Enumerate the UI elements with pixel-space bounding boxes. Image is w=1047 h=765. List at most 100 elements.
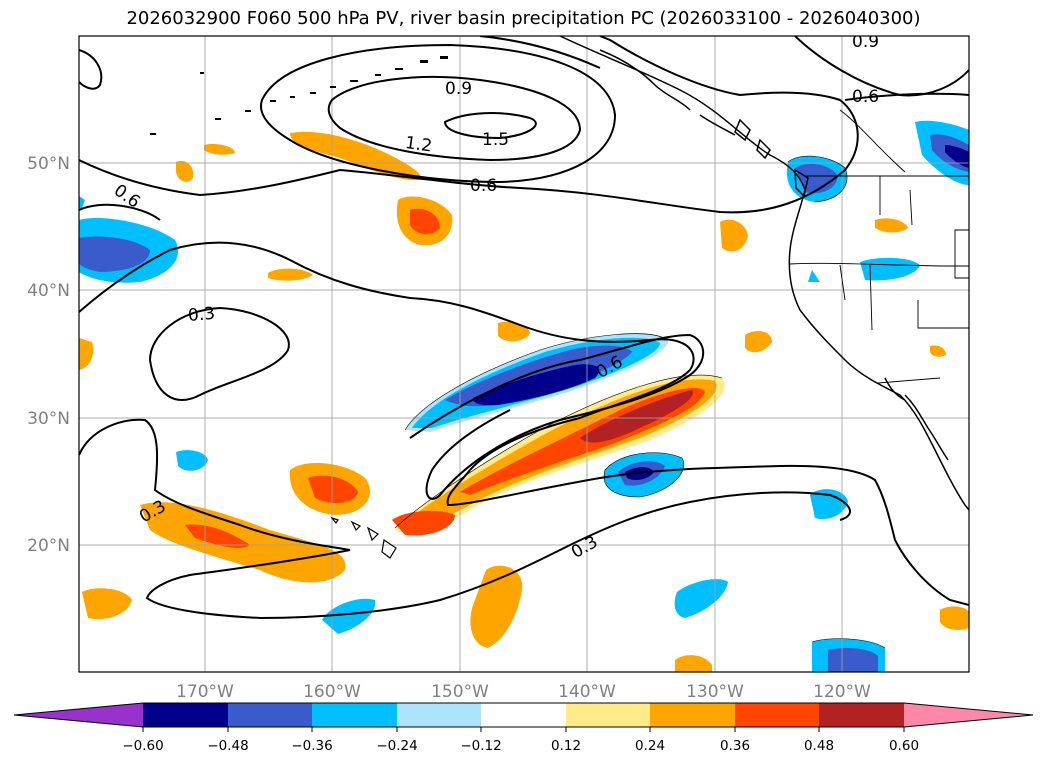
lon-label: 130°W	[686, 682, 744, 702]
positive-blob-west-band-core	[185, 524, 250, 548]
political-borders	[789, 109, 969, 384]
negative-blob-small-b	[808, 270, 820, 282]
negative-band-main-core	[472, 364, 600, 406]
negative-blob-south-west	[322, 598, 376, 634]
positive-blob-small-d	[268, 268, 313, 281]
colorbar-ticks	[142, 727, 905, 732]
pv-contour-0-3-south	[79, 418, 851, 620]
colorbar-tick-label: 0.12	[551, 738, 581, 754]
colorbar-segment	[312, 703, 397, 727]
pv-contour-0-6-west-b	[79, 203, 161, 221]
positive-anomaly-areas	[79, 131, 969, 672]
contour-label: 1.2	[404, 133, 434, 157]
colorbar-segment	[819, 703, 904, 727]
positive-band-main-core	[580, 390, 693, 443]
positive-blob-far-west	[82, 588, 132, 620]
colorbar-segment	[143, 703, 228, 727]
hawaiian-islands	[330, 516, 397, 559]
positive-blob-small-g	[875, 218, 908, 233]
colorbar: −0.60 −0.48 −0.36 −0.24 −0.12 0.12 0.24 …	[13, 702, 1034, 754]
lon-label: 140°W	[558, 682, 616, 702]
baja-peninsula	[884, 377, 949, 461]
pv-contours	[79, 36, 969, 620]
positive-blob-northwest-core	[410, 208, 440, 235]
pv-contour-0-6-filament	[409, 333, 705, 500]
negative-blob-west-small	[79, 196, 85, 208]
contour-label: 1.5	[482, 130, 509, 150]
colorbar-tick-label: 0.24	[635, 738, 665, 754]
pv-contour-1-2	[327, 75, 582, 162]
map-area	[79, 36, 969, 672]
negative-blob-northeast-inner	[945, 145, 969, 168]
latitude-labels: 50°N 40°N 30°N 20°N	[27, 154, 70, 556]
negative-blob-small-a	[176, 450, 208, 471]
lon-label: 170°W	[176, 682, 234, 702]
contour-label: 0.3	[187, 304, 216, 326]
map-gridlines	[79, 36, 969, 672]
positive-blob-west-edge	[79, 338, 94, 370]
lon-label: 160°W	[303, 682, 361, 702]
lon-label: 150°W	[431, 682, 489, 702]
colorbar-segment	[228, 703, 312, 727]
pv-contour-0-9	[260, 43, 617, 184]
precip-shading	[79, 120, 969, 672]
positive-blob-south	[470, 565, 523, 648]
colorbar-tick-label: −0.12	[460, 738, 501, 754]
pv-contour-0-3-main	[79, 241, 969, 606]
positive-blob-small-b	[720, 219, 748, 252]
pv-contour-1-5	[443, 112, 537, 140]
colorbar-segment	[650, 703, 735, 727]
positive-streak-north	[290, 131, 421, 181]
lat-label: 20°N	[27, 536, 70, 556]
negative-blob-offshore-east	[810, 489, 848, 520]
colorbar-tick-label: 0.48	[804, 738, 834, 754]
colorbar-extend-low	[14, 703, 143, 727]
colorbar-tick-label: −0.48	[207, 738, 248, 754]
colorbar-segment	[735, 703, 819, 727]
contour-label: 0.9	[852, 32, 879, 52]
north-america-west-coast	[559, 36, 969, 511]
negative-blob-inland	[860, 257, 920, 281]
island-alaska-a	[734, 118, 751, 142]
colorbar-tick-label: −0.24	[376, 738, 417, 754]
pv-contour-0-3-ne-arc	[479, 36, 601, 69]
pv-contour-0-3-west-loop	[148, 306, 290, 401]
coast-detail-alaska	[599, 49, 736, 136]
map-frame	[78, 35, 970, 673]
negative-blob-southeast-core	[828, 648, 878, 672]
positive-blob-small-f	[204, 143, 235, 155]
colorbar-extend-high	[904, 703, 1033, 727]
positive-blob-small-j	[930, 345, 946, 357]
contour-label: 0.6	[470, 176, 497, 196]
colorbar-tick-labels: −0.60 −0.48 −0.36 −0.24 −0.12 0.12 0.24 …	[122, 738, 919, 754]
pv-contour-0-6-west	[79, 49, 103, 90]
negative-anomaly-areas	[79, 120, 969, 672]
positive-blob-small-h	[940, 606, 969, 630]
lat-label: 30°N	[27, 409, 70, 429]
pv-contour-0-6-ne	[844, 92, 969, 101]
lat-label: 50°N	[27, 154, 70, 174]
colorbar-segment	[566, 703, 650, 727]
lat-label: 40°N	[27, 281, 70, 301]
aleutian-islands	[150, 56, 448, 135]
positive-blob-small-i	[675, 655, 712, 672]
colorbar-tick-label: −0.36	[291, 738, 332, 754]
positive-blob-small-c	[745, 330, 772, 353]
lon-label: 120°W	[813, 682, 871, 702]
colorbar-tick-label: 0.60	[889, 738, 919, 754]
pv-contour-0-9-ne	[794, 36, 969, 97]
longitude-labels: 170°W 160°W 150°W 140°W 130°W 120°W	[176, 682, 871, 702]
map-title: 2026032900 F060 500 hPa PV, river basin …	[126, 8, 921, 29]
negative-blob-west-core	[79, 236, 150, 272]
contour-label: 0.9	[445, 79, 472, 99]
positive-blob-small-e	[176, 160, 194, 182]
island-alaska-b	[756, 138, 771, 160]
colorbar-segment	[397, 703, 481, 727]
pv-contour-0-6-north	[79, 36, 859, 214]
contour-label: 0.6	[852, 87, 879, 107]
colorbar-segment	[481, 703, 566, 727]
shading-outlines	[394, 155, 886, 649]
colorbar-tick-label: −0.60	[122, 738, 163, 754]
positive-blob-hawaii-north-core	[308, 475, 358, 504]
